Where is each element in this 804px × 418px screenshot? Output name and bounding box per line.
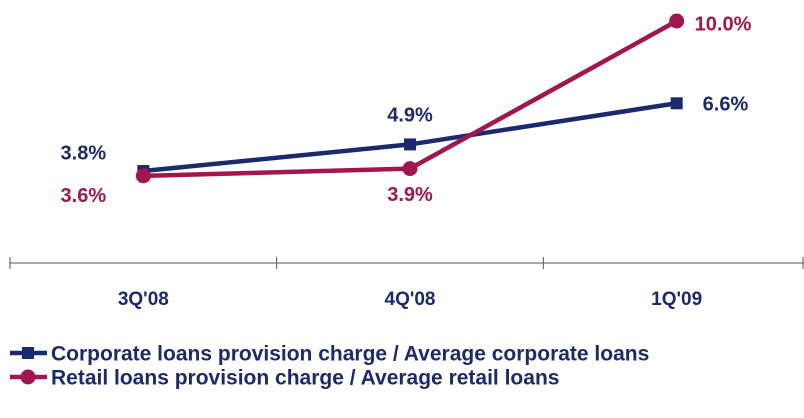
legend-marker	[22, 347, 34, 359]
data-label: 4.9%	[387, 105, 433, 127]
marker	[402, 161, 418, 177]
data-label: 10.0%	[695, 13, 752, 35]
data-label: 3.6%	[61, 185, 107, 207]
data-label: 3.8%	[61, 142, 107, 164]
data-label: 6.6%	[703, 94, 749, 116]
x-tick-label: 4Q'08	[385, 289, 436, 310]
series-line	[143, 19, 678, 179]
marker	[669, 13, 685, 29]
legend-marker	[20, 369, 36, 385]
marker	[135, 168, 151, 184]
x-tick-label: 1Q'09	[651, 289, 702, 310]
legend-label: Retail loans provision charge / Average …	[51, 367, 559, 390]
marker	[670, 97, 683, 110]
x-tick-label: 3Q'08	[118, 289, 169, 310]
legend-label: Corporate loans provision charge / Avera…	[51, 343, 649, 366]
data-label: 3.9%	[387, 184, 433, 206]
marker	[404, 138, 417, 151]
